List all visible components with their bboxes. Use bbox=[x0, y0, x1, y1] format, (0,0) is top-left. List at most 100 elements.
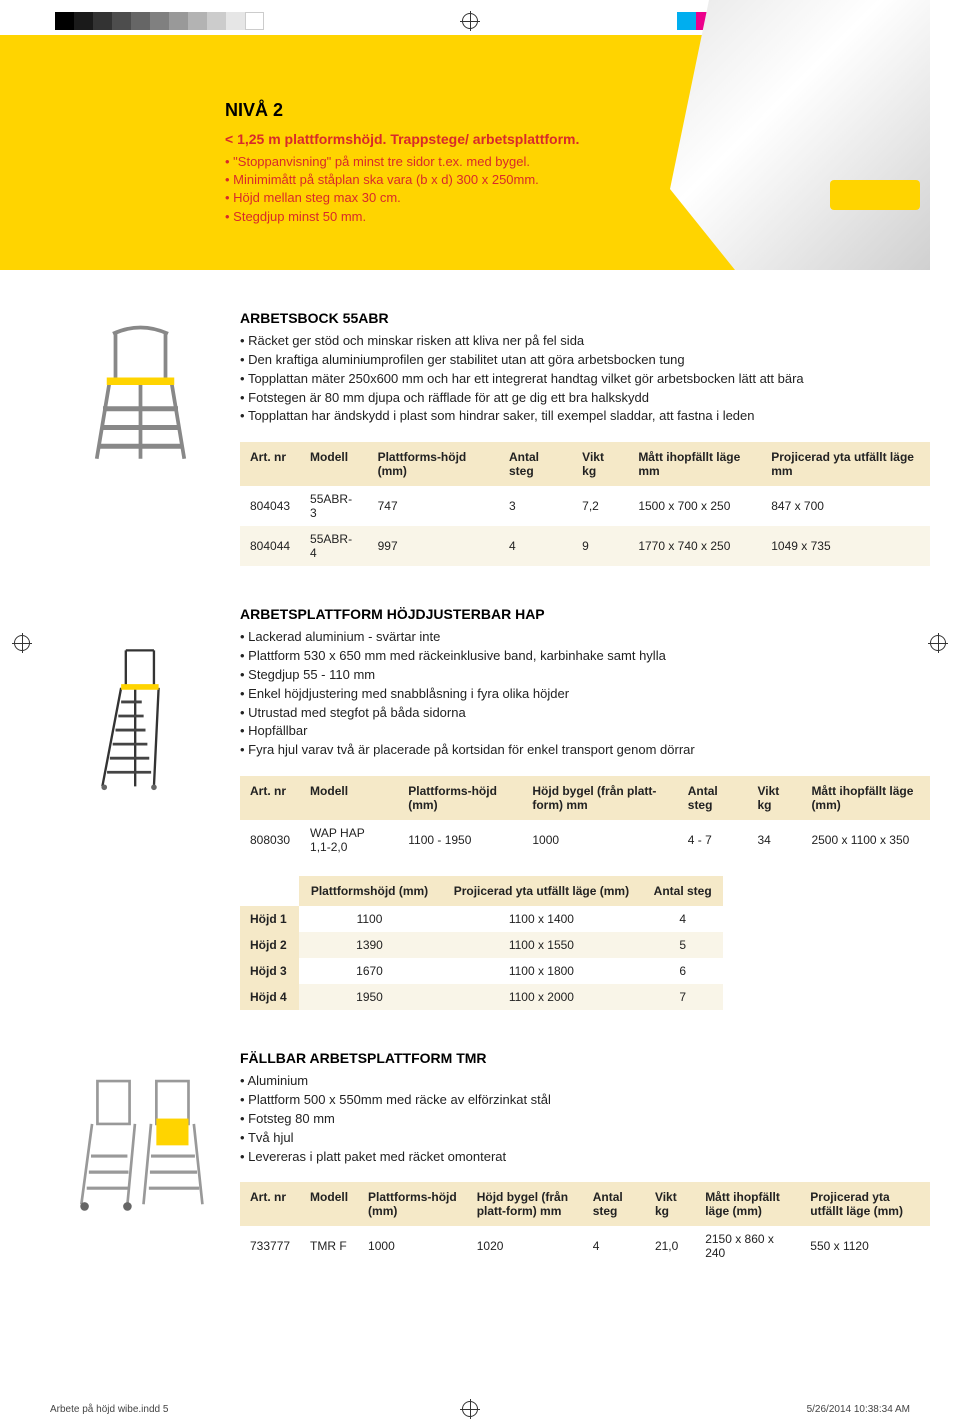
product-bullets: Lackerad aluminium - svärtar intePlattfo… bbox=[240, 628, 930, 760]
grayscale-swatches bbox=[55, 12, 264, 30]
table-header-cell: Modell bbox=[300, 776, 398, 820]
table-header-cell: Modell bbox=[300, 1182, 358, 1226]
table-cell: Höjd 2 bbox=[240, 932, 299, 958]
bullet-item: Stegdjup 55 - 110 mm bbox=[240, 666, 930, 685]
swatch bbox=[226, 12, 245, 30]
table-cell: 5 bbox=[642, 932, 723, 958]
table-cell: 34 bbox=[747, 820, 801, 860]
table-cell: 997 bbox=[368, 526, 499, 566]
table-cell: 847 x 700 bbox=[761, 486, 930, 526]
table-header-cell: Modell bbox=[300, 442, 368, 486]
table-header-cell: Art. nr bbox=[240, 776, 300, 820]
table-cell: WAP HAP 1,1-2,0 bbox=[300, 820, 398, 860]
registration-mark-icon bbox=[462, 1401, 478, 1417]
table-cell: 1020 bbox=[467, 1226, 583, 1266]
table-cell: 1670 bbox=[299, 958, 441, 984]
table-cell: 1100 bbox=[299, 906, 441, 932]
product-thumbnail bbox=[60, 310, 220, 470]
table-cell: 1500 x 700 x 250 bbox=[628, 486, 761, 526]
swatch bbox=[131, 12, 150, 30]
swatch bbox=[93, 12, 112, 30]
table-header-cell: Höjd bygel (från platt-form) mm bbox=[467, 1182, 583, 1226]
swatch bbox=[245, 12, 264, 30]
table-cell: 9 bbox=[572, 526, 628, 566]
bullet-item: Utrustad med stegfot på båda sidorna bbox=[240, 704, 930, 723]
table-header-cell: Art. nr bbox=[240, 442, 300, 486]
table-cell: 1390 bbox=[299, 932, 441, 958]
table-header-cell: Projicerad yta utfällt läge (mm) bbox=[800, 1182, 930, 1226]
bullet-item: Aluminium bbox=[240, 1072, 930, 1091]
table-cell: TMR F bbox=[300, 1226, 358, 1266]
table-row: Höjd 419501100 x 20007 bbox=[240, 984, 723, 1010]
table-cell: 747 bbox=[368, 486, 499, 526]
bullet-item: Fotsteg 80 mm bbox=[240, 1110, 930, 1129]
bullet-item: Fyra hjul varav två är placerade på kort… bbox=[240, 741, 930, 760]
bullet-item: Enkel höjdjustering med snabblåsning i f… bbox=[240, 685, 930, 704]
table-cell: 2150 x 860 x 240 bbox=[695, 1226, 800, 1266]
table-cell: Höjd 1 bbox=[240, 906, 299, 932]
footer-filename: Arbete på höjd wibe.indd 5 bbox=[50, 1404, 168, 1415]
table-header-cell: Projicerad yta utfällt läge (mm) bbox=[440, 876, 642, 906]
product-section: FÄLLBAR ARBETSPLATTFORM TMR AluminiumPla… bbox=[60, 1050, 930, 1266]
table-row: 733777TMR F10001020421,02150 x 860 x 240… bbox=[240, 1226, 930, 1266]
table-header-cell: Antal steg bbox=[499, 442, 572, 486]
table-header-cell: Plattformshöjd (mm) bbox=[299, 876, 441, 906]
product-spec-table: Art. nrModellPlattforms-höjd (mm)Antal s… bbox=[240, 442, 930, 566]
bullet-item: Två hjul bbox=[240, 1129, 930, 1148]
product-spec-table: Art. nrModellPlattforms-höjd (mm)Höjd by… bbox=[240, 1182, 930, 1266]
product-thumbnail bbox=[60, 606, 220, 826]
table-cell: 7,2 bbox=[572, 486, 628, 526]
table-cell: 1000 bbox=[522, 820, 677, 860]
bullet-item: Lackerad aluminium - svärtar inte bbox=[240, 628, 930, 647]
bullet-item: Plattform 530 x 650 mm med räckeinklusiv… bbox=[240, 647, 930, 666]
table-cell: 4 bbox=[642, 906, 723, 932]
product-section: ARBETSBOCK 55ABR Räcket ger stöd och min… bbox=[60, 310, 930, 566]
table-cell: 21,0 bbox=[645, 1226, 695, 1266]
table-row: Höjd 316701100 x 18006 bbox=[240, 958, 723, 984]
table-cell: 7 bbox=[642, 984, 723, 1010]
product-thumbnail bbox=[60, 1050, 220, 1230]
table-cell: 804044 bbox=[240, 526, 300, 566]
table-header-cell: Mått ihopfällt läge (mm) bbox=[695, 1182, 800, 1226]
table-header-cell: Antal steg bbox=[642, 876, 723, 906]
table-cell: 733777 bbox=[240, 1226, 300, 1266]
table-row: 80404455ABR-4997491770 x 740 x 2501049 x… bbox=[240, 526, 930, 566]
product-section: ARBETSPLATTFORM HÖJDJUSTERBAR HAP Lacker… bbox=[60, 606, 930, 1010]
swatch bbox=[112, 12, 131, 30]
table-row: 80404355ABR-374737,21500 x 700 x 250847 … bbox=[240, 486, 930, 526]
registration-mark-icon bbox=[930, 635, 946, 651]
table-header-cell: Art. nr bbox=[240, 1182, 300, 1226]
registration-mark-icon bbox=[462, 13, 478, 29]
table-row: Höjd 213901100 x 15505 bbox=[240, 932, 723, 958]
table-header-cell: Plattforms-höjd (mm) bbox=[368, 442, 499, 486]
product-spec-table: Art. nrModellPlattforms-höjd (mm)Höjd by… bbox=[240, 776, 930, 860]
bullet-item: Levereras i platt paket med räcket omont… bbox=[240, 1148, 930, 1167]
table-cell: 55ABR-4 bbox=[300, 526, 368, 566]
bullet-item: Plattform 500 x 550mm med räcke av elför… bbox=[240, 1091, 930, 1110]
table-cell: 1100 x 1550 bbox=[440, 932, 642, 958]
table-cell: 1950 bbox=[299, 984, 441, 1010]
table-cell: Höjd 3 bbox=[240, 958, 299, 984]
table-cell: 4 - 7 bbox=[678, 820, 748, 860]
product-bullets: AluminiumPlattform 500 x 550mm med räcke… bbox=[240, 1072, 930, 1166]
table-cell: 1000 bbox=[358, 1226, 467, 1266]
product-title: ARBETSPLATTFORM HÖJDJUSTERBAR HAP bbox=[240, 606, 930, 622]
table-header-cell: Antal steg bbox=[583, 1182, 645, 1226]
swatch bbox=[188, 12, 207, 30]
swatch bbox=[207, 12, 226, 30]
table-cell: 550 x 1120 bbox=[800, 1226, 930, 1266]
table-header-cell: Plattforms-höjd (mm) bbox=[358, 1182, 467, 1226]
table-row: Höjd 111001100 x 14004 bbox=[240, 906, 723, 932]
product-title: ARBETSBOCK 55ABR bbox=[240, 310, 930, 326]
table-cell: 1100 - 1950 bbox=[398, 820, 522, 860]
table-header-cell: Antal steg bbox=[678, 776, 748, 820]
table-cell: 3 bbox=[499, 486, 572, 526]
bullet-item: Topplattan har ändskydd i plast som hind… bbox=[240, 407, 930, 426]
table-cell: 1049 x 735 bbox=[761, 526, 930, 566]
registration-mark-icon bbox=[14, 635, 30, 651]
table-header-cell: Projicerad yta utfällt läge mm bbox=[761, 442, 930, 486]
table-cell: 4 bbox=[583, 1226, 645, 1266]
table-header-cell: Plattforms-höjd (mm) bbox=[398, 776, 522, 820]
bullet-item: Hopfällbar bbox=[240, 722, 930, 741]
content-area: ARBETSBOCK 55ABR Räcket ger stöd och min… bbox=[0, 270, 960, 1336]
